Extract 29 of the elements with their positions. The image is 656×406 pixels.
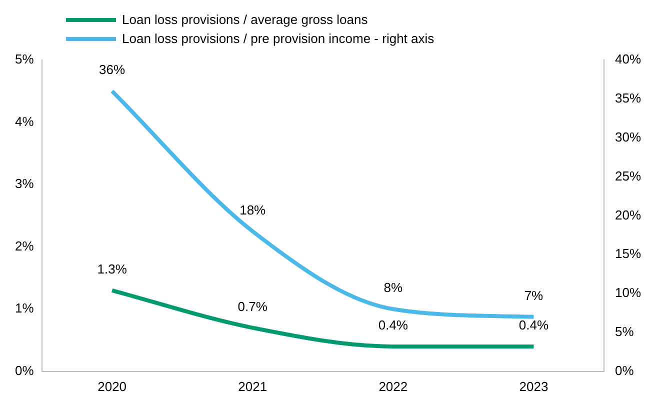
y2-tick-label: 0% [614, 362, 634, 378]
y2-tick-label: 30% [614, 129, 642, 144]
x-tick-label: 2023 [519, 378, 548, 394]
x-tick-label: 2020 [98, 378, 127, 394]
x-tick-label: 2021 [238, 378, 268, 394]
y2-tick-label: 5% [614, 324, 634, 340]
legend-label: Loan loss provisions / average gross loans [122, 12, 368, 27]
x-tick-label: 2022 [378, 378, 408, 394]
y-tick-label: 5% [14, 52, 34, 67]
y2-tick-label: 35% [614, 90, 642, 106]
y-tick-label: 2% [14, 238, 34, 254]
y2-tick-label: 25% [614, 168, 642, 184]
y-tick-label: 3% [14, 176, 34, 192]
y-tick-label: 1% [14, 300, 34, 316]
data-label: 36% [99, 62, 126, 78]
data-label: 8% [384, 280, 403, 296]
data-label: 7% [524, 288, 544, 303]
data-label: 18% [240, 202, 266, 218]
data-label: 0.4% [378, 318, 408, 333]
y2-tick-label: 20% [614, 207, 642, 222]
y2-tick-label: 10% [614, 285, 642, 300]
y-tick-label: 0% [14, 362, 34, 378]
y2-tick-label: 15% [614, 246, 642, 262]
data-label: 0.7% [238, 298, 268, 314]
y2-tick-label: 40% [614, 52, 642, 67]
legend-label: Loan loss provisions / pre provision income - right axis [122, 31, 434, 46]
data-label: 0.4% [518, 318, 549, 333]
data-label: 1.3% [97, 262, 128, 277]
y-tick-label: 4% [14, 114, 34, 129]
